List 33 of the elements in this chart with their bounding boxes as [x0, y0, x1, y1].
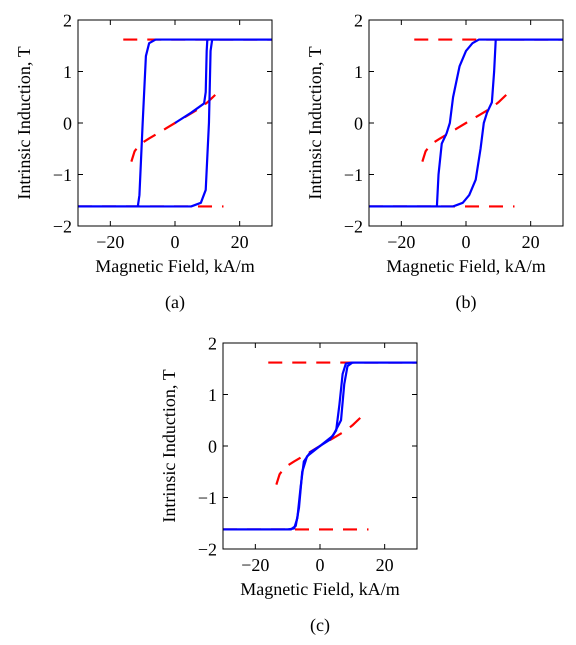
y-tick-label: 0 — [354, 113, 363, 134]
y-tick-label: 2 — [63, 10, 72, 30]
text: (a) — [165, 292, 185, 312]
x-axis-title: Magnetic Field, kA/m — [240, 579, 400, 599]
x-tick-label: −20 — [96, 232, 124, 252]
y-tick-label: 0 — [63, 113, 72, 134]
y-tick-label: −2 — [52, 216, 72, 236]
y-axis-title: Intrinsic Induction, T — [305, 46, 325, 200]
x-tick-label: 20 — [522, 232, 540, 252]
y-tick-label: 2 — [208, 333, 217, 354]
y-tick-label: 1 — [354, 62, 363, 82]
x-tick-label: 0 — [316, 555, 324, 575]
y-tick-label: 1 — [63, 62, 72, 82]
x-tick-label: −20 — [241, 555, 270, 575]
x-axis-title: Magnetic Field, kA/m — [95, 256, 255, 276]
text: (b) — [456, 292, 476, 312]
x-tick-label: −20 — [387, 232, 416, 252]
y-tick-label: 2 — [354, 10, 363, 30]
y-tick-label: 0 — [208, 436, 217, 456]
x-tick-label: 20 — [230, 232, 249, 252]
x-tick-label: 0 — [170, 232, 180, 252]
y-tick-label: −1 — [52, 164, 72, 185]
x-axis-title: Magnetic Field, kA/m — [386, 256, 546, 276]
y-tick-label: −2 — [198, 539, 217, 560]
x-tick-label: 20 — [376, 555, 394, 575]
y-tick-label: −1 — [344, 164, 363, 185]
y-tick-label: 1 — [208, 384, 217, 405]
x-tick-label: 0 — [462, 232, 470, 252]
y-tick-label: −2 — [344, 216, 363, 236]
y-axis-title: Intrinsic Induction, T — [159, 369, 179, 523]
y-axis-title: Intrinsic Induction, T — [14, 46, 34, 200]
y-tick-label: −1 — [198, 488, 217, 508]
text: (c) — [310, 615, 330, 635]
